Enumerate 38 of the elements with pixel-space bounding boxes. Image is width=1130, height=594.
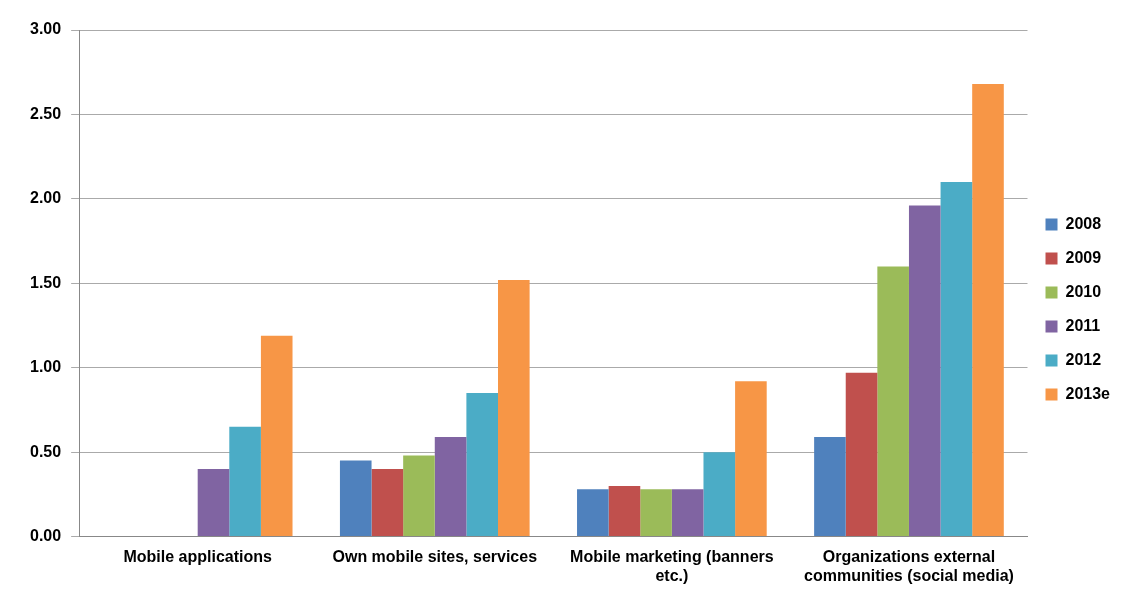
bar bbox=[197, 469, 230, 537]
x-tick-label: Mobile applications bbox=[123, 547, 273, 565]
bar bbox=[371, 469, 404, 537]
y-tick-label: 1.00 bbox=[30, 358, 62, 376]
legend-label: 2011 bbox=[1065, 316, 1101, 334]
bar bbox=[908, 205, 941, 537]
bar bbox=[466, 393, 498, 537]
y-tick-label: 1.50 bbox=[30, 273, 62, 291]
legend-label: 2008 bbox=[1065, 214, 1102, 232]
legend-label: 2010 bbox=[1065, 282, 1102, 300]
bar bbox=[735, 381, 767, 537]
bar bbox=[577, 489, 609, 537]
y-tick-label: 0.00 bbox=[30, 527, 62, 545]
bar bbox=[229, 426, 261, 537]
legend-label: 2009 bbox=[1065, 248, 1102, 266]
bar bbox=[814, 436, 846, 537]
bar bbox=[608, 485, 641, 537]
y-tick-label: 2.50 bbox=[30, 104, 62, 122]
x-tick-label: Mobile marketing (banners etc.) bbox=[570, 547, 774, 584]
bar bbox=[260, 335, 293, 537]
bar bbox=[671, 489, 704, 537]
bar bbox=[403, 455, 435, 537]
bar bbox=[845, 372, 878, 537]
x-tick-label: Own mobile sites, services bbox=[332, 547, 538, 565]
bar bbox=[940, 181, 973, 537]
bar bbox=[434, 436, 467, 537]
bar bbox=[339, 460, 372, 537]
legend-label: 2013e bbox=[1065, 384, 1111, 402]
bar bbox=[703, 452, 736, 537]
legend-label: 2012 bbox=[1065, 350, 1102, 368]
y-tick-label: 3.00 bbox=[30, 20, 62, 38]
bar bbox=[877, 266, 909, 537]
bar bbox=[640, 489, 672, 537]
y-tick-label: 0.50 bbox=[30, 442, 62, 460]
bar bbox=[498, 279, 530, 537]
x-tick-label: Organizations external communities (social media) bbox=[804, 547, 1014, 584]
bar bbox=[972, 84, 1004, 537]
y-tick-label: 2.00 bbox=[30, 189, 62, 207]
